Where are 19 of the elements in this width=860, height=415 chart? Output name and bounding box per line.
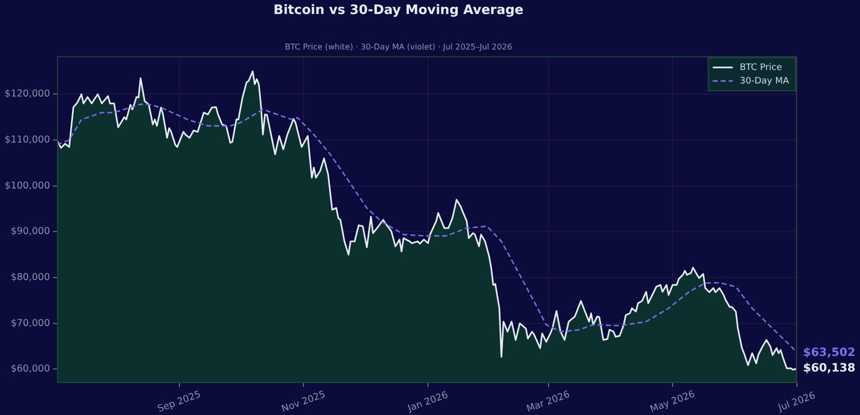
chart-title: Bitcoin vs 30-Day Moving Average [274, 3, 524, 18]
legend-label: 30-Day MA [740, 76, 790, 86]
y-tick-label: $60,000 [10, 364, 50, 375]
y-tick-label: $100,000 [4, 180, 50, 192]
y-tick-label: $70,000 [10, 318, 50, 329]
legend-label: BTC Price [740, 62, 782, 73]
x-tick-label: Jan 2026 [406, 390, 450, 415]
data-label: $60,138 [803, 360, 856, 375]
data-label: $63,502 [803, 345, 856, 360]
x-tick-label: Mar 2026 [525, 389, 572, 415]
y-tick-label: $90,000 [10, 226, 50, 238]
x-tick-label: Jul 2026 [776, 390, 818, 414]
x-tick-label: Sep 2025 [156, 389, 202, 415]
y-tick-label: $80,000 [10, 272, 50, 284]
x-tick-label: Nov 2025 [280, 388, 327, 415]
y-tick-label: $120,000 [4, 88, 50, 100]
x-tick-label: May 2026 [648, 388, 696, 415]
y-tick-label: $110,000 [4, 134, 50, 146]
chart-subtitle: BTC Price (white) · 30-Day MA (violet) · Jul 2025–Jul 2026 [284, 42, 512, 52]
